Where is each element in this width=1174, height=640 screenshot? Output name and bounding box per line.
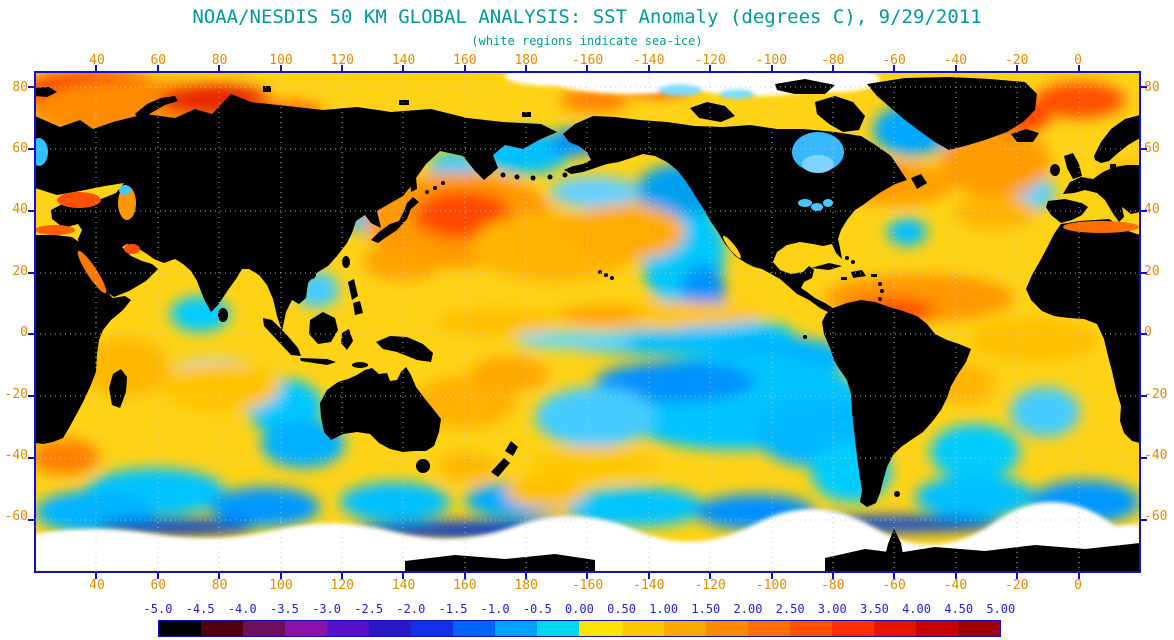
borneo [309,312,338,344]
colorbar-segment [873,621,916,636]
gulf-of-california [723,235,741,259]
sumatra [263,318,301,356]
colorbar-segment [495,621,538,636]
iceland [1011,129,1039,142]
greenland [867,77,1037,150]
new-guinea [376,336,433,362]
inland-seas-layer [35,132,1139,294]
jamaica [841,277,847,280]
colorbar-segment [537,621,580,636]
new-zealand-south [491,458,510,477]
colorbar-segment [453,621,496,636]
south-america [822,300,971,507]
great-lakes [798,199,812,207]
novaya-zemlya [135,96,178,121]
galapagos [803,335,807,339]
colorbar-segment [369,621,412,636]
colorbar-segment [747,621,790,636]
colorbar-segment [159,621,202,636]
persian-gulf [124,244,140,254]
mediterranean-east [35,225,75,235]
hawaii [598,270,602,274]
colorbar-segment [201,621,244,636]
colorbar-segment [621,621,664,636]
colorbar-segment [789,621,832,636]
japan [371,197,419,243]
colorbar-segment [663,621,706,636]
sakhalin [409,165,417,192]
central-europe [1063,165,1140,222]
map-plot-area [28,65,1147,579]
colorbar [158,620,1001,637]
black-sea [57,192,101,208]
colorbar-segment [285,621,328,636]
cuba [811,263,842,270]
taiwan [342,256,350,268]
chart-subtitle: (white regions indicate sea-ice) [471,34,703,48]
new-zealand-north [505,441,518,456]
left-axis-labels: 80 60 40 20 0 -20 -40 -60 [4,79,28,525]
australia [320,367,441,452]
colorbar-swatches [159,621,1000,636]
colorbar-segment [579,621,622,636]
baffin-island [815,96,865,132]
mediterranean-west [1063,221,1139,233]
victoria-banks-islands [690,102,735,122]
severnaya-zemlya [263,86,271,92]
map-layers [35,72,1140,572]
top-axis-labels: 40 60 80 100 120 140 160 180 -160 -140 -120 -100 -80… [89,53,1082,68]
colorbar-segment [705,621,748,636]
puerto-rico [871,274,877,277]
britain [1064,153,1082,179]
wrangel-island [522,112,531,117]
hainan [308,271,316,279]
falklands [894,491,900,497]
hispaniola [851,270,866,278]
colorbar-segment [411,621,454,636]
colorbar-segment [831,621,874,636]
graticule [35,72,1140,572]
chart-title: NOAA/NESDIS 50 KM GLOBAL ANALYSIS: SST A… [192,6,982,28]
colorbar-segment [327,621,370,636]
eurasia [35,94,557,331]
sst-anomaly-map [28,65,1147,579]
red-sea [77,250,107,294]
antarctica-a [405,554,595,572]
iberia [1046,199,1088,223]
right-axis-labels: 80 60 40 20 0 -20 -40 -60 [1144,79,1168,525]
svalbard [35,87,57,97]
ireland [1050,164,1060,176]
colorbar-segment [243,621,286,636]
new-siberian-islands [399,100,409,105]
bottom-axis-labels: 40 60 80 100 120 140 160 180 -160 -140 -120 -100 -80… [89,578,1082,593]
java [300,358,336,365]
axis-ticks [28,65,1147,579]
antarctic-peninsula [881,529,906,572]
scandinavia [1094,115,1140,163]
newfoundland [911,174,927,189]
africa-west [1026,219,1140,443]
sri-lanka [218,308,228,322]
denmark [1110,164,1116,171]
colorbar-tick-labels: -5.0 -4.5 -4.0 -3.5 -3.0 -2.5 -2.0 -1.5 -1.0 -0.5… [143,602,1016,616]
philippines [348,279,358,300]
baltic-sea [35,138,48,166]
timor [352,362,368,368]
map-frame-and-ticks [28,65,1147,579]
tasmania [416,459,430,473]
colorbar-segment [957,621,1000,636]
madagascar [109,369,127,408]
colorbar-segment [915,621,958,636]
africa-east [35,235,131,444]
